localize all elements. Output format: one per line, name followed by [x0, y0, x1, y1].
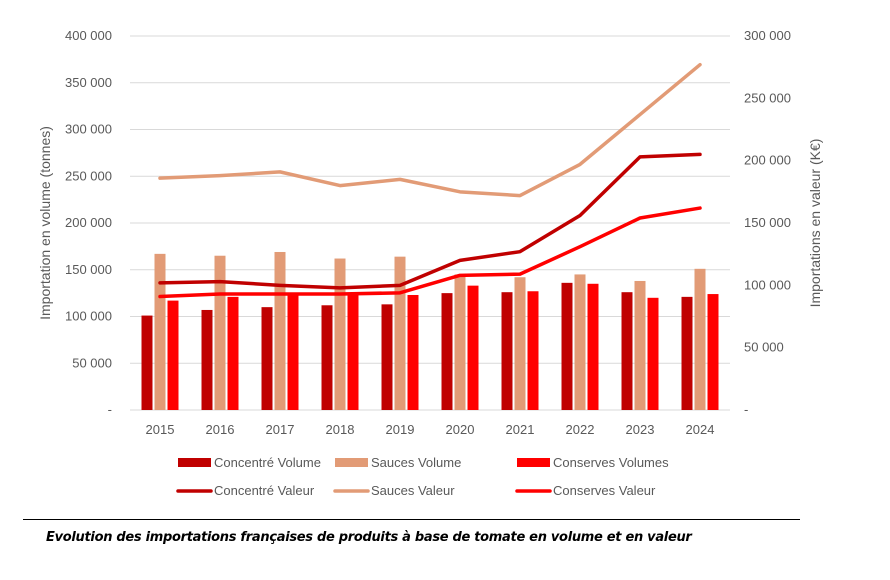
- left-tick-label: 350 000: [65, 75, 112, 90]
- x-tick-label: 2015: [146, 422, 175, 437]
- line-series-concentre-valeur: [158, 152, 702, 290]
- figure-caption: Evolution des importations françaises de…: [46, 530, 692, 545]
- bar: [141, 315, 153, 410]
- right-tick-label: 150 000: [744, 215, 791, 230]
- x-tick-label: 2020: [446, 422, 475, 437]
- bar: [261, 307, 273, 410]
- bar: [454, 274, 466, 410]
- bar: [527, 291, 539, 410]
- bar: [441, 293, 453, 410]
- right-tick-label: 50 000: [744, 340, 784, 355]
- bar-series-conserves-volumes: [167, 283, 719, 410]
- x-axis-ticks: 2015 2016 2017 2018 2019 2020 2021 2022 2023 2024: [146, 422, 715, 437]
- right-tick-label: -: [744, 402, 748, 417]
- legend-swatch: [178, 458, 211, 467]
- line-series-conserves-valeur: [158, 206, 702, 299]
- x-tick-label: 2019: [386, 422, 415, 437]
- bar: [634, 280, 646, 410]
- line-series-group: [158, 62, 702, 299]
- bar: [574, 274, 586, 410]
- legend-label: Conserves Valeur: [553, 483, 656, 498]
- bar: [467, 285, 479, 410]
- right-axis-ticks: - 50 000 100 000 150 000 200 000 250 000 300 0…: [744, 28, 791, 417]
- caption-divider: [23, 519, 800, 520]
- legend-label: Sauces Valeur: [371, 483, 455, 498]
- bar: [287, 294, 299, 410]
- right-tick-label: 100 000: [744, 277, 791, 292]
- bar: [621, 292, 633, 410]
- bar-series-concentre-volume: [141, 282, 693, 410]
- legend-label: Sauces Volume: [371, 455, 461, 470]
- left-tick-label: 300 000: [65, 122, 112, 137]
- bar: [647, 297, 659, 410]
- legend: Concentré Volume Sauces Volume Conserves V…: [176, 455, 669, 498]
- bar-series-group: [141, 251, 719, 410]
- bar: [167, 300, 179, 410]
- right-axis-title: Importations en valeur (K€): [807, 139, 823, 308]
- line-series-sauces-valeur: [158, 62, 702, 198]
- left-axis-title: Importation en volume (tonnes): [37, 126, 53, 320]
- left-tick-label: 250 000: [65, 168, 112, 183]
- bar: [394, 256, 406, 410]
- right-tick-label: 300 000: [744, 28, 791, 43]
- bar: [694, 268, 706, 410]
- bar: [334, 258, 346, 410]
- legend-swatch: [517, 458, 550, 467]
- bar: [227, 296, 239, 410]
- legend-label: Conserves Volumes: [553, 455, 669, 470]
- legend-label: Concentré Valeur: [214, 483, 315, 498]
- bar: [347, 294, 359, 410]
- bar: [514, 277, 526, 410]
- left-tick-label: -: [108, 402, 112, 417]
- bar-series-sauces-volume: [154, 251, 706, 410]
- x-tick-label: 2016: [206, 422, 235, 437]
- x-tick-label: 2017: [266, 422, 295, 437]
- bar: [681, 296, 693, 410]
- bar: [561, 282, 573, 410]
- right-tick-label: 250 000: [744, 90, 791, 105]
- bar: [381, 304, 393, 410]
- legend-label: Concentré Volume: [214, 455, 321, 470]
- left-tick-label: 50 000: [72, 355, 112, 370]
- left-axis-ticks: - 50 000 100 000 150 000 200 000 250 000 300 0…: [65, 28, 112, 417]
- left-tick-label: 150 000: [65, 262, 112, 277]
- x-tick-label: 2024: [686, 422, 715, 437]
- left-tick-label: 100 000: [65, 309, 112, 324]
- x-tick-label: 2023: [626, 422, 655, 437]
- bar: [501, 292, 513, 410]
- x-tick-label: 2022: [566, 422, 595, 437]
- bar: [201, 309, 213, 410]
- bar: [321, 305, 333, 410]
- bar: [274, 251, 286, 410]
- bar: [407, 294, 419, 410]
- bar: [214, 255, 226, 410]
- x-tick-label: 2021: [506, 422, 535, 437]
- right-tick-label: 200 000: [744, 153, 791, 168]
- bar: [587, 283, 599, 410]
- left-tick-label: 200 000: [65, 215, 112, 230]
- left-tick-label: 400 000: [65, 28, 112, 43]
- bar: [707, 294, 719, 410]
- legend-swatch: [335, 458, 368, 467]
- bar: [154, 253, 166, 410]
- x-tick-label: 2018: [326, 422, 355, 437]
